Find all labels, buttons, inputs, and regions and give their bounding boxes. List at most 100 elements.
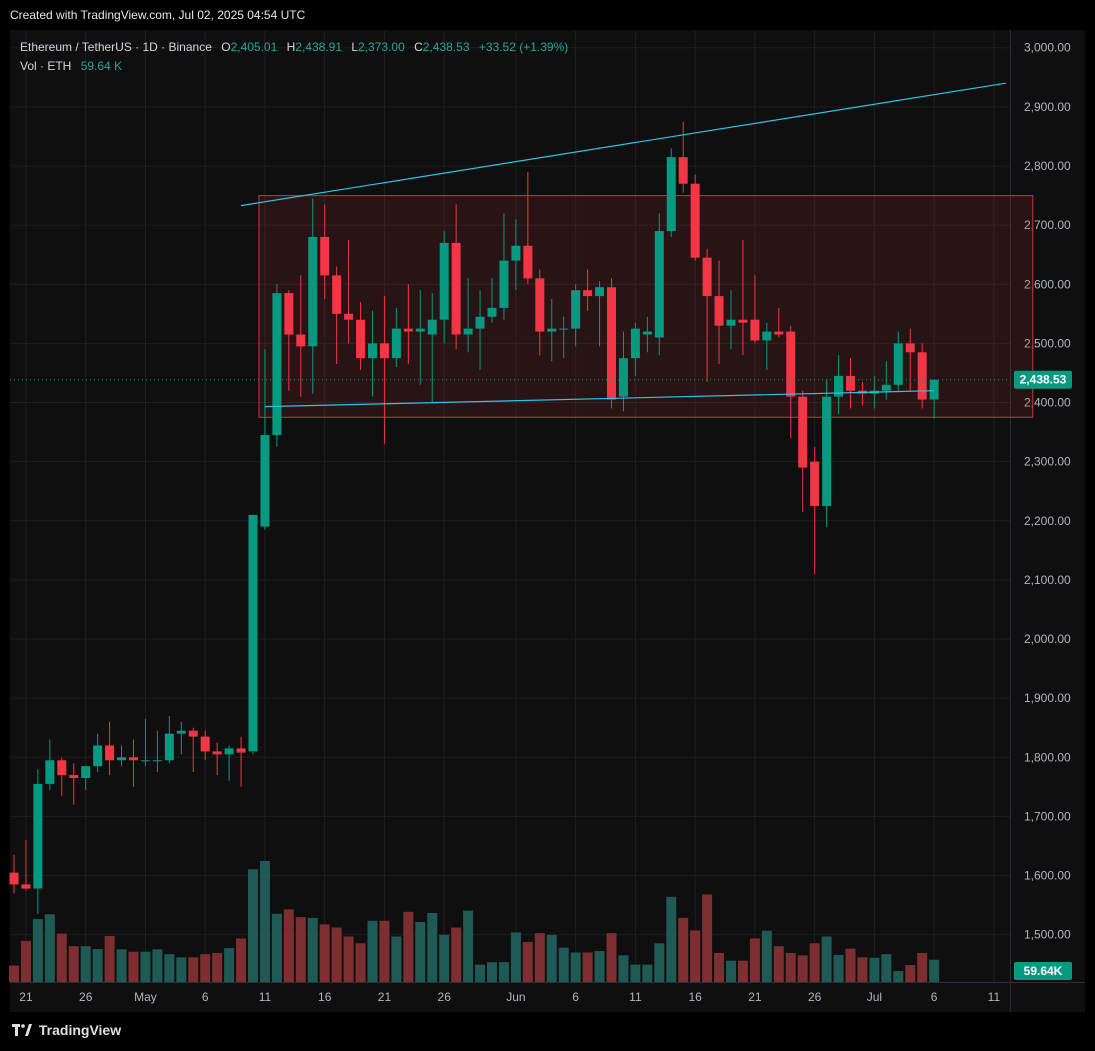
legend-vol-label[interactable]: Vol · ETH xyxy=(20,59,72,73)
candle-body[interactable] xyxy=(164,733,174,761)
candle-body[interactable] xyxy=(81,766,91,778)
candle-body[interactable] xyxy=(296,334,306,347)
volume-bar xyxy=(391,936,402,982)
legend-low-label: L xyxy=(351,40,359,54)
y-tick-label: 2,500.00 xyxy=(1024,336,1071,350)
lower-trendline[interactable] xyxy=(264,390,935,408)
candle-body[interactable] xyxy=(368,343,377,359)
candle-body[interactable] xyxy=(45,760,55,784)
candle-body[interactable] xyxy=(129,757,138,761)
candle-body[interactable] xyxy=(786,331,796,397)
candle-body[interactable] xyxy=(810,461,820,506)
candle-body[interactable] xyxy=(463,328,473,335)
candle-body[interactable] xyxy=(571,290,581,329)
candle-body[interactable] xyxy=(750,319,760,341)
candle-body[interactable] xyxy=(105,745,115,761)
candle-body[interactable] xyxy=(176,730,186,734)
candle-body[interactable] xyxy=(678,157,688,184)
candle-body[interactable] xyxy=(188,730,198,737)
candle-body[interactable] xyxy=(666,157,676,232)
candle-body[interactable] xyxy=(702,257,712,297)
volume-bar xyxy=(606,933,617,982)
candle-body[interactable] xyxy=(690,183,700,258)
candle-body[interactable] xyxy=(200,736,210,752)
candle-body[interactable] xyxy=(762,331,772,341)
candle-body[interactable] xyxy=(511,245,521,261)
candle-body[interactable] xyxy=(475,316,485,329)
volume-bar xyxy=(678,917,689,982)
candle-body[interactable] xyxy=(379,343,389,359)
range-box[interactable] xyxy=(258,194,1034,418)
candle-body[interactable] xyxy=(607,287,616,400)
candle-body[interactable] xyxy=(69,775,79,778)
legend-high-label: H xyxy=(286,40,296,54)
candle-body[interactable] xyxy=(439,242,449,320)
candle-body[interactable] xyxy=(344,313,354,320)
candle-body[interactable] xyxy=(57,760,67,776)
candle-body[interactable] xyxy=(308,236,318,347)
candle-body[interactable] xyxy=(224,748,234,755)
candle-body[interactable] xyxy=(451,242,461,335)
candle-body[interactable] xyxy=(152,760,162,762)
candle-body[interactable] xyxy=(487,307,497,317)
candle-body[interactable] xyxy=(260,435,270,527)
candle-body[interactable] xyxy=(236,748,246,753)
candle-body[interactable] xyxy=(33,783,43,889)
candle-body[interactable] xyxy=(726,319,736,326)
candle-body[interactable] xyxy=(212,751,222,755)
time-axis[interactable] xyxy=(10,982,1085,1012)
candle-body[interactable] xyxy=(893,343,903,385)
candle-body[interactable] xyxy=(499,260,509,308)
candle-body[interactable] xyxy=(332,275,342,314)
candle-body[interactable] xyxy=(822,396,832,506)
candle-body[interactable] xyxy=(93,745,103,767)
candle-body[interactable] xyxy=(630,328,640,359)
candle-body[interactable] xyxy=(714,296,724,326)
candle-body[interactable] xyxy=(881,384,891,391)
candle-body[interactable] xyxy=(917,352,927,400)
candle-body[interactable] xyxy=(798,396,808,468)
legend-symbol[interactable]: Ethereum / TetherUS · 1D · Binance xyxy=(20,40,212,54)
candle-body[interactable] xyxy=(583,290,593,297)
x-tick-label: 11 xyxy=(259,990,272,1004)
candle-body[interactable] xyxy=(595,287,605,297)
price-axis[interactable] xyxy=(1010,30,1085,982)
candle-body[interactable] xyxy=(320,236,330,276)
candle-body[interactable] xyxy=(618,358,628,397)
candle-body[interactable] xyxy=(642,331,652,335)
candle-body[interactable] xyxy=(905,343,915,353)
candle-body[interactable] xyxy=(356,319,366,359)
candle-body[interactable] xyxy=(403,328,413,332)
volume-bar xyxy=(355,943,366,982)
volume-bar xyxy=(737,960,748,982)
candle-body[interactable] xyxy=(523,245,533,279)
candle-body[interactable] xyxy=(774,331,784,335)
candle-body[interactable] xyxy=(427,319,437,335)
candle-body[interactable] xyxy=(846,375,855,391)
volume-bar xyxy=(642,964,653,982)
x-tick-label: Jul xyxy=(867,990,882,1004)
candle-body[interactable] xyxy=(535,278,545,332)
candle-body[interactable] xyxy=(21,884,31,889)
candle-body[interactable] xyxy=(117,757,127,761)
candle-body[interactable] xyxy=(272,293,282,436)
volume-bar xyxy=(618,955,629,982)
candle-body[interactable] xyxy=(248,514,258,752)
candle-body[interactable] xyxy=(929,379,939,400)
candle-body[interactable] xyxy=(9,872,19,885)
candle-body[interactable] xyxy=(547,328,557,332)
upper-trendline[interactable] xyxy=(240,82,1006,207)
candle-body[interactable] xyxy=(738,319,748,323)
candle-body[interactable] xyxy=(415,328,425,332)
candle-body[interactable] xyxy=(559,328,569,330)
candle-body[interactable] xyxy=(284,293,294,335)
candle-body[interactable] xyxy=(140,760,150,762)
plot-area[interactable] xyxy=(10,30,1010,982)
candle-body[interactable] xyxy=(391,328,401,359)
tradingview-logo[interactable]: TradingView xyxy=(12,1022,121,1038)
legend-vol-value: 59.64 K xyxy=(80,59,123,73)
candle-body[interactable] xyxy=(834,375,844,397)
volume-bar xyxy=(558,947,569,982)
candle-body[interactable] xyxy=(654,231,664,338)
